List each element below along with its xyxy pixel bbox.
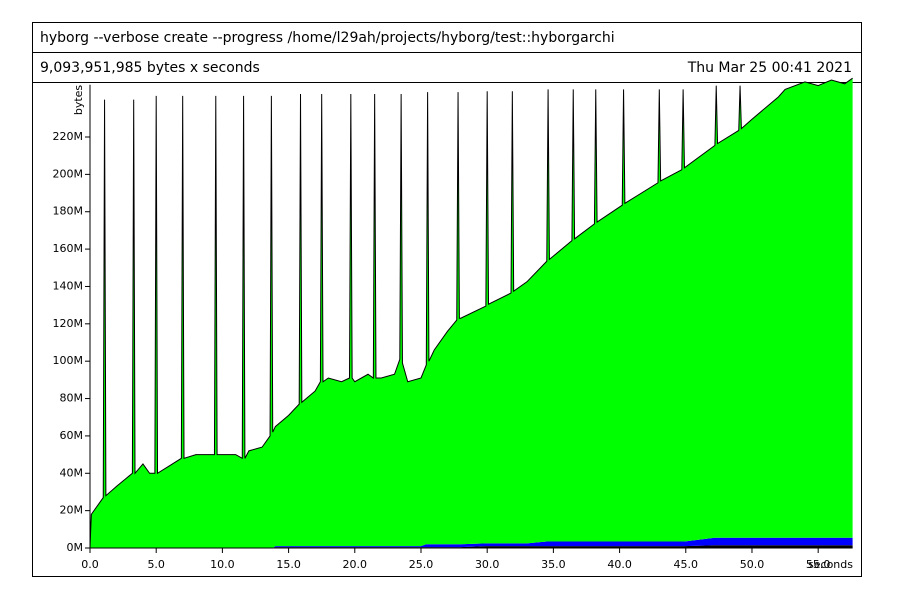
x-axis-label: seconds — [808, 558, 853, 571]
area — [90, 78, 853, 548]
y-tick-label: 100M — [53, 354, 84, 367]
y-tick-label: 160M — [53, 242, 84, 255]
x-tick-label: 20.0 — [343, 558, 368, 571]
y-tick-label: 20M — [60, 504, 84, 517]
x-tick-label: 55.0 — [806, 558, 831, 571]
y-tick-label: 220M — [53, 130, 84, 143]
y-tick-label: 140M — [53, 279, 84, 292]
y-tick-label: 80M — [60, 392, 84, 405]
y-tick-label: 40M — [60, 466, 84, 479]
area-outline — [89, 77, 853, 549]
x-tick-label: 45.0 — [674, 558, 699, 571]
chart-title: hyborg --verbose create --progress /home… — [40, 30, 615, 46]
x-tick-label: 25.0 — [409, 558, 434, 571]
x-tick-label: 0.0 — [81, 558, 99, 571]
x-tick-label: 35.0 — [541, 558, 566, 571]
x-tick-label: 10.0 — [210, 558, 235, 571]
x-tick-label: 30.0 — [475, 558, 500, 571]
y-axis-label: bytes — [72, 85, 85, 116]
y-tick-label: 60M — [60, 429, 84, 442]
y-tick-label: 0M — [67, 541, 84, 554]
area — [90, 545, 853, 548]
x-tick-label: 40.0 — [607, 558, 632, 571]
y-tick-label: 120M — [53, 317, 84, 330]
x-tick-label: 5.0 — [147, 558, 165, 571]
chart-subtitle: 9,093,951,985 bytes x seconds — [40, 60, 260, 76]
x-tick-label: 15.0 — [276, 558, 301, 571]
area — [90, 537, 853, 548]
chart-date: Thu Mar 25 00:41 2021 — [687, 60, 852, 76]
y-tick-label: 180M — [53, 205, 84, 218]
x-tick-label: 50.0 — [740, 558, 765, 571]
y-tick-label: 200M — [53, 167, 84, 180]
